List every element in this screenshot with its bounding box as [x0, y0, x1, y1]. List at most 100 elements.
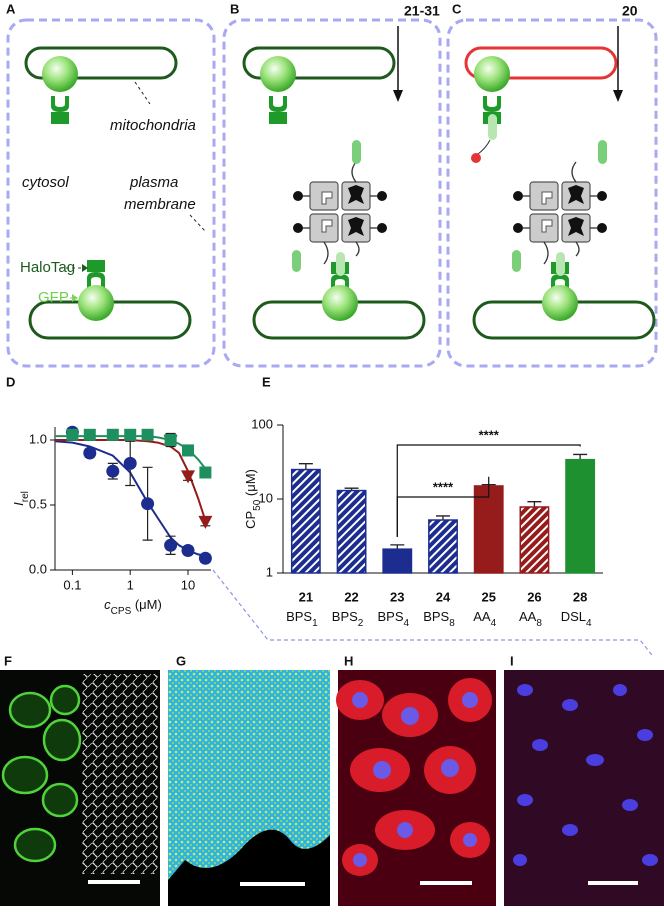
bar — [473, 485, 504, 574]
diagram-b — [242, 26, 426, 340]
y-tick-label: 0.0 — [29, 561, 47, 576]
x-tick-label: 25 — [481, 589, 495, 604]
panel-label: H — [344, 653, 353, 668]
panel-label: I — [510, 653, 514, 668]
category-name: BPS8 — [423, 609, 455, 628]
bar — [428, 519, 458, 574]
label-halotag: HaloTag — [20, 259, 75, 276]
category-name-main: AA — [519, 609, 537, 624]
x-tick-label: 10 — [181, 577, 195, 592]
x-tick-label: 1 — [127, 577, 134, 592]
x-tick-label: 24 — [436, 589, 451, 604]
diagram-a — [24, 46, 207, 340]
significance-label: **** — [433, 479, 454, 494]
axis-label: CP50 (μM) — [243, 469, 262, 529]
panel-frames — [6, 18, 658, 368]
category-name-main: BPS — [377, 609, 403, 624]
panel-label: C — [452, 1, 462, 16]
label-plasma: plasma — [129, 174, 178, 191]
axis-label-sub: rel — [20, 491, 31, 502]
category-name-sub: 4 — [491, 618, 497, 629]
point — [66, 428, 79, 441]
label-gfp: GFP — [38, 289, 69, 306]
y-tick-label: 1 — [266, 564, 273, 579]
compound-group: 20 — [622, 3, 638, 19]
point — [106, 428, 119, 441]
category-name: BPS2 — [332, 609, 364, 628]
x-tick-label: 0.1 — [63, 577, 81, 592]
micrograph-i — [504, 670, 664, 906]
point — [83, 428, 96, 441]
axis-label-main: I — [11, 502, 26, 506]
compound-group: 21-31 — [404, 3, 440, 19]
error-bar — [573, 453, 588, 460]
diagram-c — [464, 26, 656, 340]
bar — [519, 506, 550, 574]
axis-label-unit: (μM) — [243, 469, 258, 500]
category-name-main: AA — [473, 609, 491, 624]
x-tick-label: 28 — [573, 589, 587, 604]
point — [199, 466, 212, 479]
error-bar — [527, 501, 542, 507]
y-tick-label: 1.0 — [29, 431, 47, 446]
category-name: BPS4 — [377, 609, 409, 628]
label-mitochondria: mitochondria — [110, 117, 196, 134]
x-tick-label: 21 — [299, 589, 313, 604]
bar — [290, 468, 321, 574]
x-tick-label: 23 — [390, 589, 404, 604]
point — [124, 428, 137, 441]
y-tick-label: 100 — [251, 416, 273, 431]
label-membrane: membrane — [124, 196, 196, 213]
category-name-sub: 8 — [449, 618, 455, 629]
point — [106, 464, 120, 478]
bar — [336, 489, 367, 574]
category-name-sub: 2 — [358, 618, 364, 629]
axis-label-main: CP — [243, 511, 258, 529]
point — [164, 538, 178, 552]
micrograph-g — [168, 670, 330, 906]
point — [141, 497, 155, 511]
significance-bracket — [396, 444, 581, 537]
point — [123, 456, 137, 470]
panel-label: G — [176, 653, 186, 668]
error-bar — [298, 463, 313, 470]
y-tick-label: 0.5 — [29, 496, 47, 511]
category-name-sub: 1 — [312, 618, 318, 629]
significance-label: **** — [479, 427, 500, 442]
point — [198, 551, 212, 565]
point — [141, 428, 154, 441]
bar — [565, 458, 596, 574]
panel-label: E — [262, 374, 271, 389]
category-name: DSL4 — [561, 609, 592, 628]
point — [83, 446, 97, 460]
axis-label: cCPS (μM) — [104, 597, 162, 616]
micrograph-f — [0, 670, 160, 906]
category-name-main: DSL — [561, 609, 586, 624]
point — [198, 515, 213, 529]
category-name-main: BPS — [286, 609, 312, 624]
category-name-sub: 4 — [404, 618, 410, 629]
category-name-sub: 4 — [586, 618, 592, 629]
x-tick-label: 22 — [344, 589, 358, 604]
panel-label: F — [4, 653, 12, 668]
category-name: AA8 — [519, 609, 542, 628]
panel-label: A — [6, 1, 16, 16]
point — [181, 544, 195, 557]
axis-label: Irel — [11, 491, 30, 506]
category-name-main: BPS — [423, 609, 449, 624]
category-name: BPS1 — [286, 609, 318, 628]
category-name: AA4 — [473, 609, 496, 628]
axis-label-unit: (μM) — [131, 597, 162, 612]
label-cytosol: cytosol — [22, 174, 69, 191]
connector — [212, 569, 653, 656]
axis-label-sub: 50 — [252, 499, 263, 511]
y-tick-label: 10 — [259, 490, 273, 505]
x-tick-label: 26 — [527, 589, 541, 604]
micrograph-h — [336, 670, 496, 906]
point — [180, 470, 195, 484]
axis-label-sub: CPS — [111, 606, 132, 617]
axis-label-main: c — [104, 597, 111, 612]
point — [164, 434, 177, 446]
panel-label: D — [6, 374, 15, 389]
